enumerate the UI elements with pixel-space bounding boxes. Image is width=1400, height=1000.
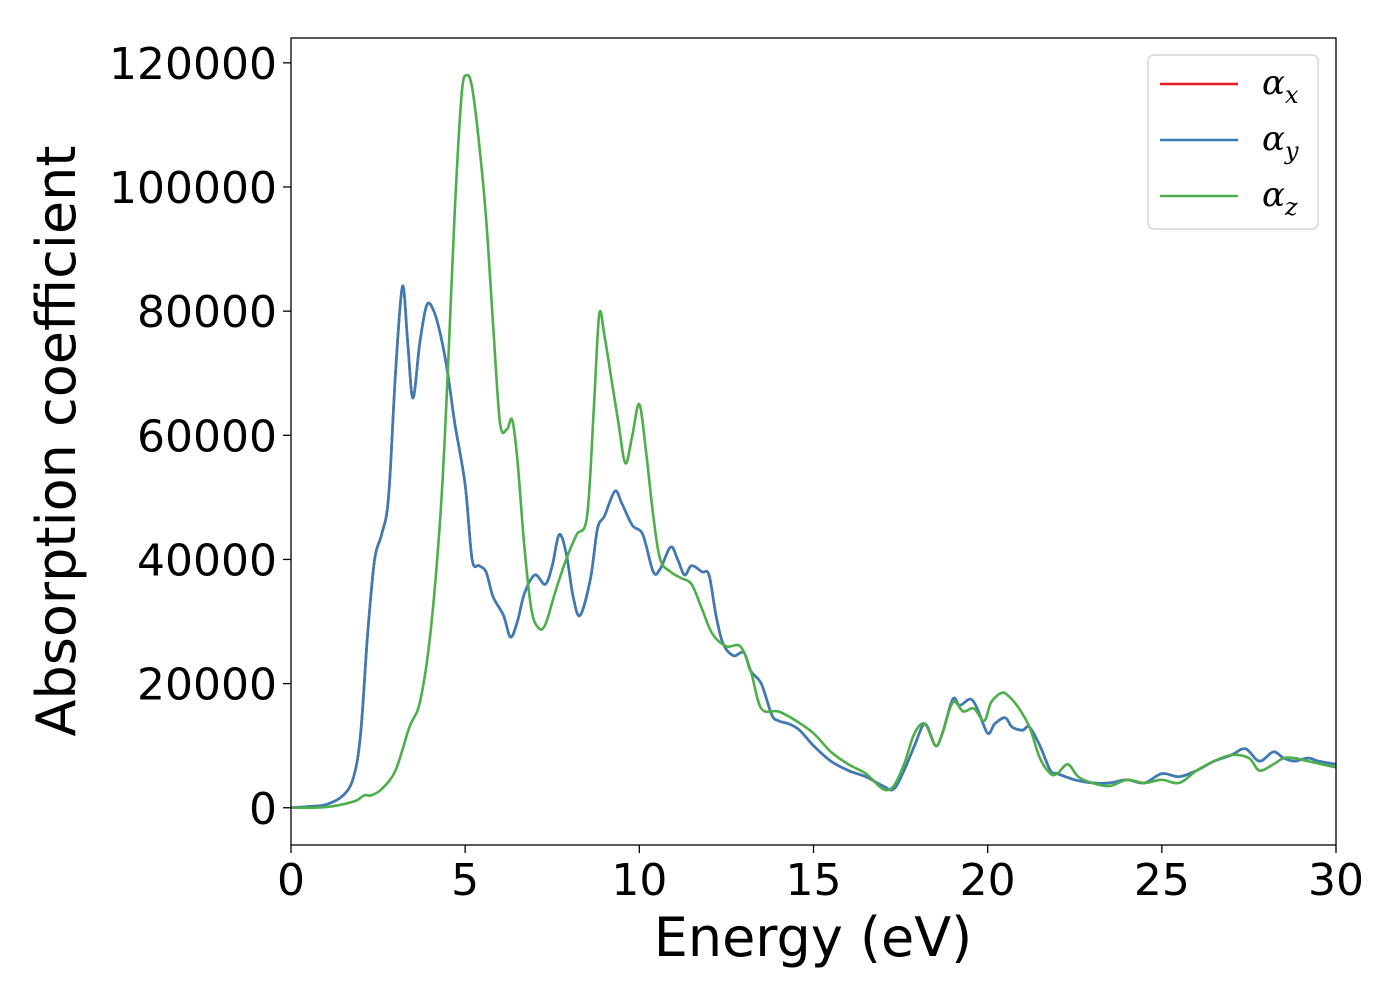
legend-label-alpha-y: αy: [1262, 119, 1299, 165]
y-tick-label: 120000: [109, 39, 277, 90]
x-tick-label: 30: [1308, 855, 1364, 906]
x-tick-label: 5: [451, 855, 479, 906]
x-tick-label: 20: [960, 855, 1016, 906]
y-tick-label: 40000: [137, 535, 277, 586]
legend-label-alpha-z: αz: [1262, 175, 1298, 221]
x-axis-title: Energy (eV): [654, 906, 973, 969]
y-tick-label: 100000: [109, 163, 277, 214]
legend: αx αy αz: [1147, 54, 1319, 230]
y-tick-label: 0: [249, 784, 277, 835]
y-tick-label: 60000: [137, 411, 277, 462]
x-tick-label: 15: [786, 855, 842, 906]
y-tick-label: 20000: [137, 660, 277, 711]
x-tick-label: 0: [277, 855, 305, 906]
legend-label-alpha-x: αx: [1262, 63, 1299, 109]
x-tick-label: 25: [1134, 855, 1190, 906]
series-line-alpha-y: [290, 284, 1337, 810]
series-layer: [290, 73, 1337, 810]
y-ticks: 0 20000 40000 60000 80000 100000 120000: [109, 39, 291, 835]
plot-frame: [290, 37, 1337, 846]
series-line-alpha-z: [290, 73, 1337, 810]
x-tick-label: 10: [611, 855, 667, 906]
y-axis-title: Absorption coefficient: [25, 146, 88, 737]
legend-box: [1147, 54, 1319, 230]
x-ticks: 0 5 10 15 20 25 30: [277, 845, 1364, 906]
y-tick-label: 80000: [137, 287, 277, 338]
